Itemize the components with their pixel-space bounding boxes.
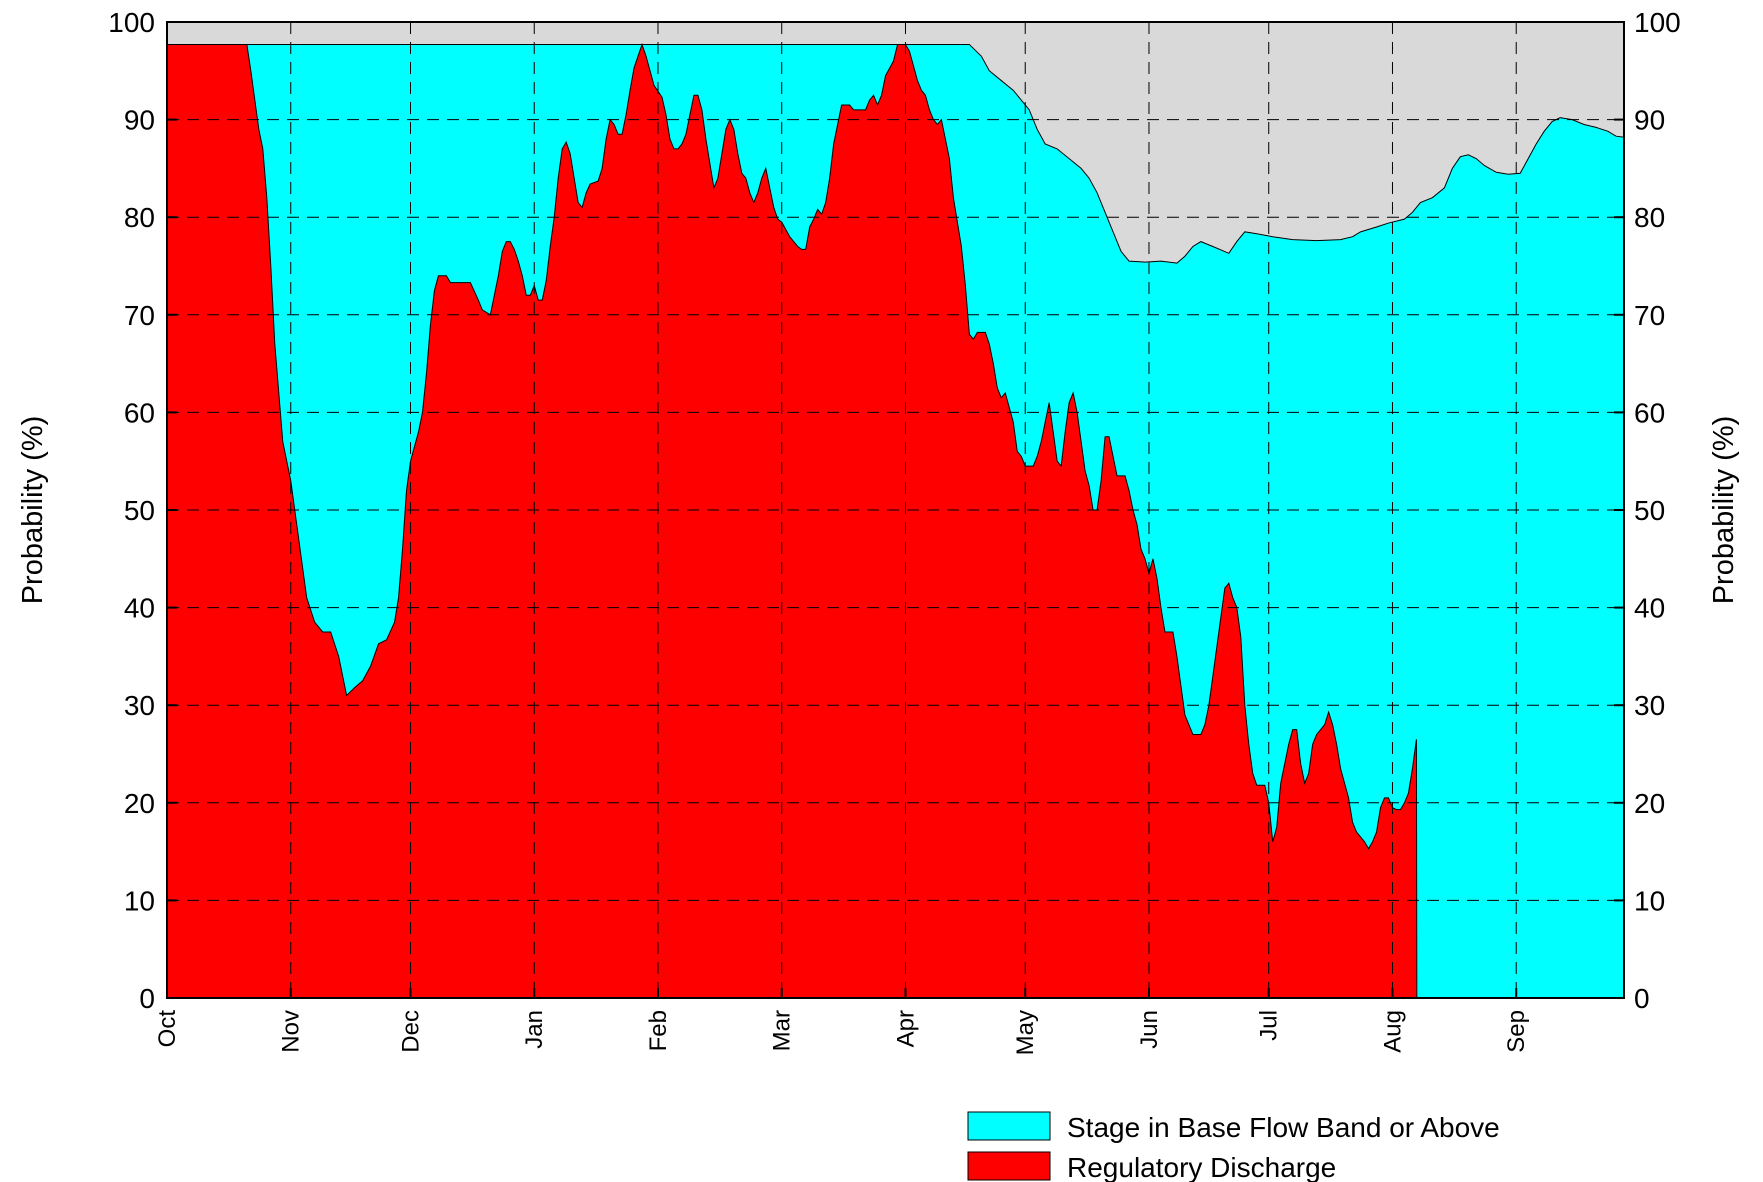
y-tick-label-right: 80 [1634,202,1665,233]
y-tick-label-left: 90 [124,105,155,136]
y-tick-label-left: 20 [124,788,155,819]
legend: Stage in Base Flow Band or Above Regulato… [967,1111,1500,1182]
x-tick-label: Dec [397,1010,424,1053]
y-axis-title-left: Probability (%) [17,416,49,605]
y-tick-label-right: 70 [1634,300,1665,331]
y-tick-label-left: 70 [124,300,155,331]
y-tick-label-right: 40 [1634,593,1665,624]
legend-swatch [967,1151,1051,1181]
y-axis-title-right: Probability (%) [1708,416,1740,605]
y-tick-label-right: 50 [1634,495,1665,526]
x-tick-label: Nov [278,1010,305,1053]
x-tick-label: Apr [892,1010,919,1047]
y-tick-label-left: 50 [124,495,155,526]
y-tick-label-right: 30 [1634,690,1665,721]
series-area-regulatory-discharge [166,42,1418,999]
x-tick-label: Mar [769,1010,796,1051]
x-tick-label: Feb [645,1010,672,1051]
y-tick-label-right: 10 [1634,885,1665,916]
x-tick-label: Oct [154,1010,181,1048]
y-tick-label-left: 40 [124,593,155,624]
y-tick-label-left: 30 [124,690,155,721]
y-tick-label-right: 100 [1634,7,1681,38]
x-tick-label: May [1012,1010,1039,1055]
x-tick-label: Sep [1503,1010,1530,1053]
y-tick-label-left: 60 [124,397,155,428]
y-tick-label-left: 10 [124,885,155,916]
y-tick-label-right: 60 [1634,397,1665,428]
y-tick-label-right: 0 [1634,983,1650,1014]
y-tick-label-left: 100 [108,7,155,38]
x-tick-label: Jan [521,1010,548,1049]
y-tick-label-right: 20 [1634,788,1665,819]
x-tick-label: Aug [1379,1010,1406,1053]
legend-swatch [967,1111,1051,1141]
y-tick-label-left: 0 [139,983,155,1014]
x-tick-label: Jul [1256,1010,1283,1041]
y-tick-label-left: 80 [124,202,155,233]
legend-label: Stage in Base Flow Band or Above [1067,1112,1500,1143]
y-tick-label-right: 90 [1634,105,1665,136]
legend-label: Regulatory Discharge [1067,1152,1336,1182]
x-tick-label: Jun [1136,1010,1163,1049]
